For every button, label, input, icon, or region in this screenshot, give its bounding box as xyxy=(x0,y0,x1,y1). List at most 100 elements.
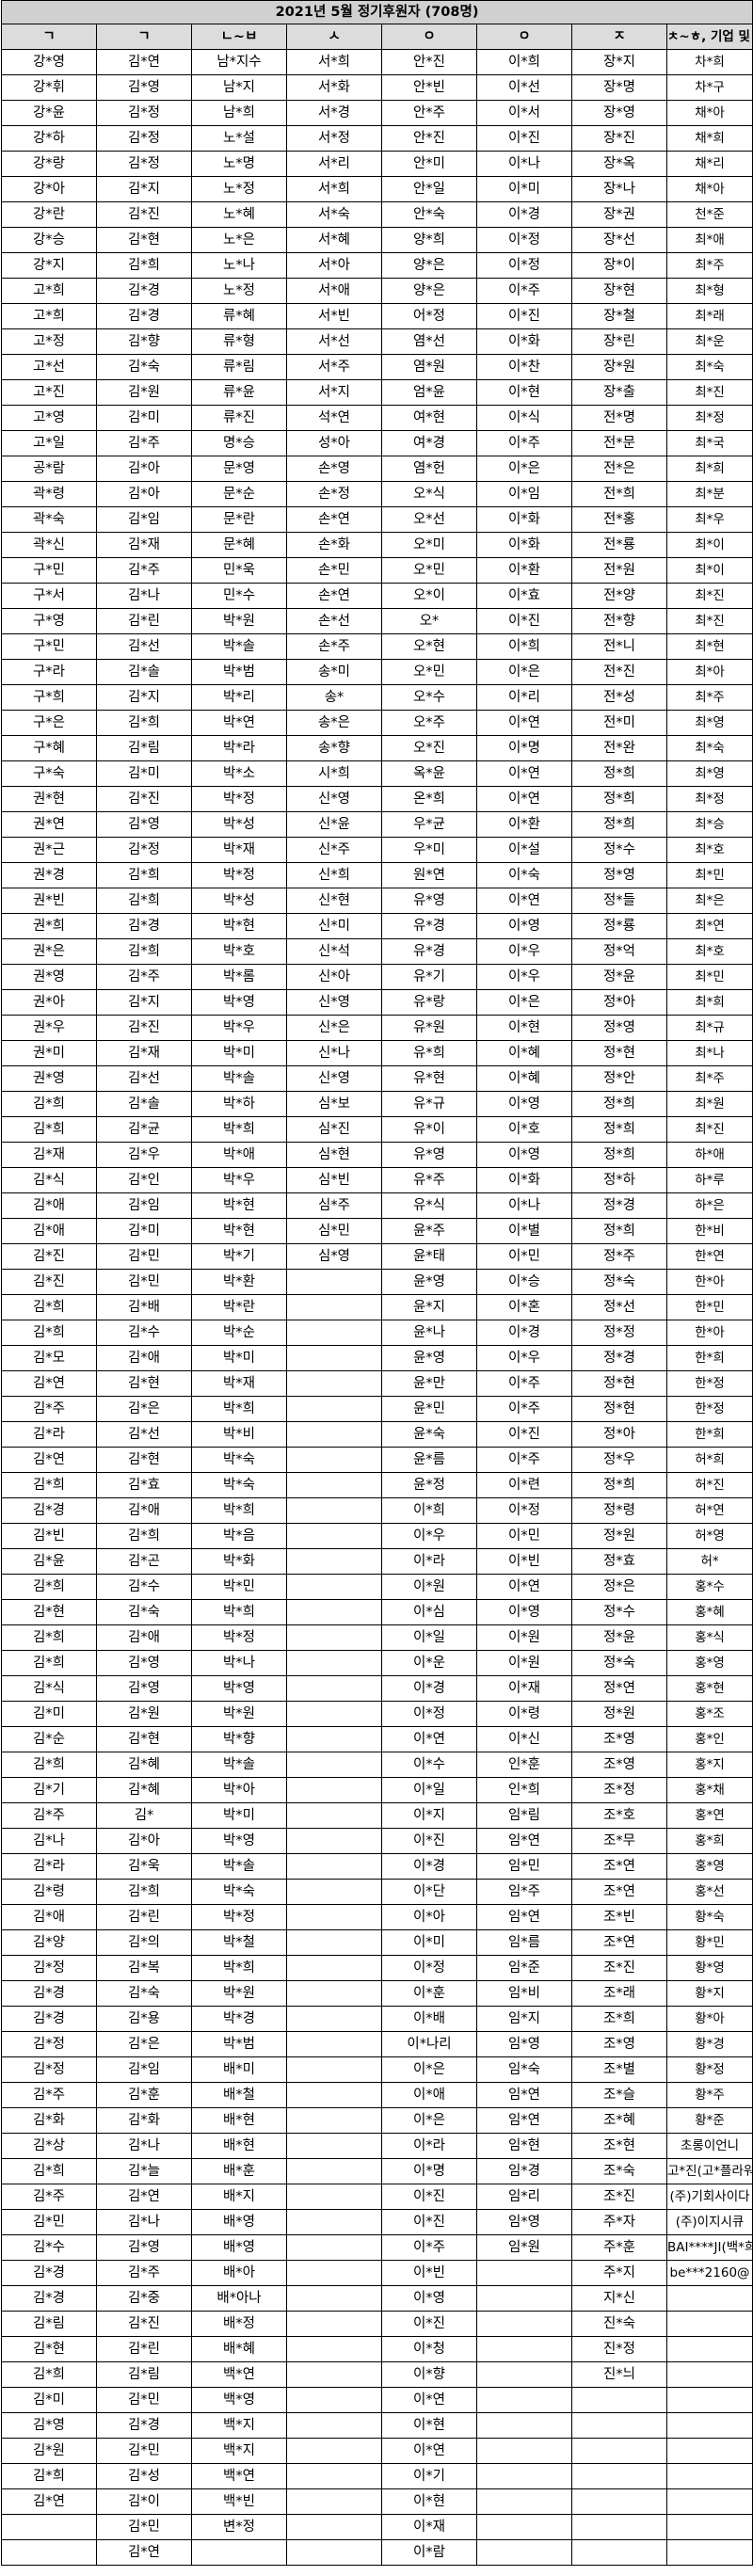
table-cell: 이*정 xyxy=(381,1701,477,1727)
table-cell: 김* xyxy=(96,1802,192,1829)
table-cell: 최*우 xyxy=(665,506,753,533)
table-cell: 김*연 xyxy=(1,1370,97,1397)
table-cell xyxy=(286,1523,382,1549)
table-cell: 오*미 xyxy=(381,532,477,558)
table-cell: 류*진 xyxy=(191,405,287,431)
table-cell xyxy=(286,2438,382,2464)
table-cell: 이*원 xyxy=(476,1650,572,1676)
table-cell: 김*진 xyxy=(96,201,192,228)
table-cell: 심*주 xyxy=(286,1192,382,1219)
table-cell: 이*청 xyxy=(381,2336,477,2362)
table-cell: 박*솔 xyxy=(191,633,287,660)
table-cell: 이*식 xyxy=(476,405,572,431)
table-cell xyxy=(665,2285,753,2312)
table-cell: 손*연 xyxy=(286,583,382,609)
table-cell xyxy=(286,2514,382,2540)
table-cell: 이*단 xyxy=(381,1879,477,1905)
table-cell: 조*슬 xyxy=(571,2082,667,2108)
table-cell: 김*미 xyxy=(96,405,192,431)
table-cell: 황*아 xyxy=(665,2006,753,2032)
table-row: 강*랑 김*정 노*명 서*리 안*미 이*나 장*옥 채*리 xyxy=(1,151,753,177)
table-cell: 이*진 xyxy=(476,1421,572,1448)
table-cell: 박*환 xyxy=(191,1269,287,1295)
table-cell: 이*진 xyxy=(476,608,572,634)
table-cell: 김*린 xyxy=(96,2336,192,2362)
table-cell: 이*영 xyxy=(476,913,572,939)
table-cell: 이*승 xyxy=(476,1269,572,1295)
table-row: 곽*숙 김*임 문*란 손*연 오*선 이*화 전*홍 최*우 xyxy=(1,506,753,533)
table-cell: 권*영 xyxy=(1,964,97,990)
table-cell: 곽*신 xyxy=(1,532,97,558)
table-cell: 윤*민 xyxy=(381,1396,477,1422)
table-cell: 허* xyxy=(665,1548,753,1575)
table-cell: 심*현 xyxy=(286,1142,382,1168)
table-cell: 이*화 xyxy=(476,1167,572,1193)
table-cell: 김*성 xyxy=(96,2463,192,2489)
table-cell: 조*현 xyxy=(571,2133,667,2159)
table-row: 김*식 김*인 박*우 심*빈 유*주 이*화 정*하 하*루 xyxy=(1,1167,753,1193)
header-cell: ㅅ xyxy=(286,24,382,50)
table-cell: 박*미 xyxy=(191,1040,287,1066)
table-cell: 김*정 xyxy=(96,151,192,177)
table-cell xyxy=(286,2031,382,2057)
table-cell: 정*희 xyxy=(571,1472,667,1498)
table-cell xyxy=(286,2412,382,2439)
table-cell: 정*효 xyxy=(571,1548,667,1575)
table-cell: 김*주 xyxy=(1,2184,97,2210)
table-cell: 윤*정 xyxy=(381,1472,477,1498)
table-cell: 최*원 xyxy=(665,1091,753,1117)
table-cell xyxy=(286,1726,382,1752)
table-cell xyxy=(191,2539,287,2566)
table-cell: 정*아 xyxy=(571,1421,667,1448)
table-cell: 임*주 xyxy=(476,1879,572,1905)
table-row: 김*주 김*연 배*지 이*진 임*리 조*진 (주)기회사이다 xyxy=(1,2184,753,2210)
table-cell xyxy=(286,2311,382,2337)
table-cell: 류*혜 xyxy=(191,303,287,329)
table-cell xyxy=(476,2361,572,2388)
table-cell: 김*이 xyxy=(96,2488,192,2515)
table-cell: 권*현 xyxy=(1,786,97,812)
table-cell: 권*희 xyxy=(1,913,97,939)
table-cell: 이*미 xyxy=(381,1929,477,1956)
table-cell: 임*원 xyxy=(476,2234,572,2261)
table-cell: 박*롬 xyxy=(191,964,287,990)
table-cell: 김*균 xyxy=(96,1116,192,1143)
table-cell xyxy=(286,1396,382,1422)
table-cell: 김*애 xyxy=(96,1497,192,1524)
table-row: 김*령 김*희 박*숙 이*단 임*주 조*연 홍*선 xyxy=(1,1879,753,1905)
table-cell xyxy=(286,1879,382,1905)
header-cell: ㅊ~ㅎ, 기업 및 익명 xyxy=(665,24,753,50)
table-cell: 백*영 xyxy=(191,2387,287,2413)
table-cell: 유*희 xyxy=(381,1040,477,1066)
table-cell: 박*솔 xyxy=(191,1752,287,1778)
table-cell: 한*정 xyxy=(665,1370,753,1397)
table-cell: 정*희 xyxy=(571,1091,667,1117)
table-cell: 최*나 xyxy=(665,1040,753,1066)
table-cell: 안*진 xyxy=(381,49,477,75)
table-row: 구*라 김*솔 박*범 송*미 오*민 이*은 전*진 최*아 xyxy=(1,659,753,685)
table-cell: 김*진 xyxy=(96,1015,192,1041)
table-cell xyxy=(476,2438,572,2464)
table-cell: 차*구 xyxy=(665,74,753,101)
table-cell: 임*연 xyxy=(476,1828,572,1854)
table-row: 김*연 김*이 백*빈 이*현 xyxy=(1,2488,753,2515)
table-cell: 박*원 xyxy=(191,1980,287,2007)
table-cell: 이*진 xyxy=(381,2209,477,2235)
table-cell: 서*희 xyxy=(286,176,382,202)
table-row: 김*미 김*원 박*원 이*정 이*령 정*원 홍*조 xyxy=(1,1701,753,1727)
table-cell: 김*정 xyxy=(96,837,192,863)
table-cell: 조*호 xyxy=(571,1802,667,1829)
table-cell: 이*나 xyxy=(476,1192,572,1219)
header-cell: ㄱ xyxy=(1,24,97,50)
table-cell: 오*이 xyxy=(381,583,477,609)
table-cell: 이*연 xyxy=(476,1574,572,1600)
table-cell: 전*홍 xyxy=(571,506,667,533)
table-cell: 박*희 xyxy=(191,1116,287,1143)
table-cell: 노*혜 xyxy=(191,201,287,228)
table-row: 권*경 김*희 박*정 신*희 원*연 이*숙 정*영 최*민 xyxy=(1,862,753,888)
table-row: 김*희 김*솔 박*하 심*보 유*규 이*영 정*희 최*원 xyxy=(1,1091,753,1117)
table-cell: 김*민 xyxy=(96,1243,192,1270)
table-cell xyxy=(286,2209,382,2235)
table-cell: 홍*조 xyxy=(665,1701,753,1727)
table-cell xyxy=(286,2082,382,2108)
